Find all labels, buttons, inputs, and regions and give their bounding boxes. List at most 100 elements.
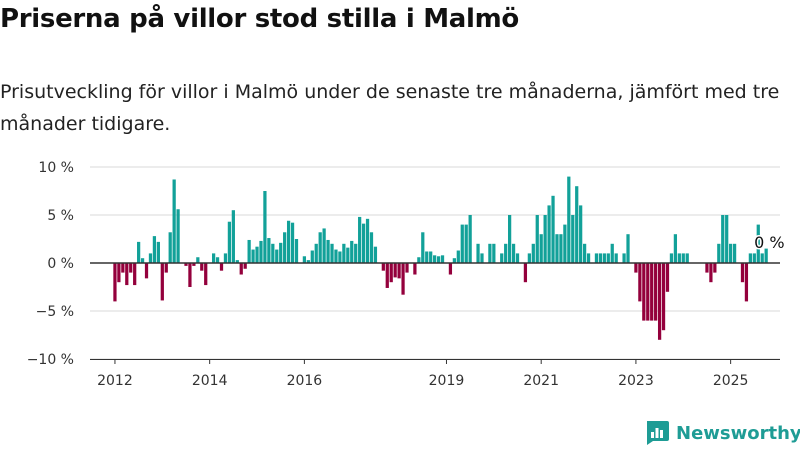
bar	[286, 220, 291, 263]
bar	[614, 253, 618, 263]
bar	[231, 210, 235, 263]
bar	[227, 221, 232, 263]
bar	[488, 243, 492, 263]
bar	[365, 218, 370, 263]
bar	[184, 263, 188, 266]
bar	[306, 260, 310, 263]
bar	[405, 263, 409, 273]
bar	[551, 195, 555, 263]
bar	[267, 238, 271, 263]
bar	[535, 215, 539, 263]
newsworthy-logo-text: Newsworthy	[676, 422, 800, 444]
bar	[251, 249, 255, 263]
bar	[397, 263, 401, 279]
bar	[594, 253, 599, 263]
bar	[318, 232, 322, 263]
bar	[480, 253, 484, 263]
bar	[622, 253, 626, 263]
bar	[681, 253, 685, 263]
bar	[140, 258, 145, 263]
bar	[500, 253, 504, 263]
bar	[527, 253, 531, 263]
bar	[133, 263, 137, 286]
bar	[283, 232, 287, 263]
y-tick-label: 10 %	[38, 160, 74, 176]
bar	[654, 263, 658, 321]
bar	[559, 234, 563, 263]
page-subtitle: Prisutveckling för villor i Malmö under …	[0, 81, 780, 135]
bar	[669, 253, 674, 263]
bar	[744, 263, 749, 302]
bar	[634, 263, 638, 273]
bar	[235, 260, 239, 263]
bar	[160, 263, 164, 301]
bar	[602, 253, 606, 263]
bar	[665, 263, 670, 292]
bar	[476, 243, 480, 263]
bar	[361, 223, 366, 263]
bar	[176, 209, 180, 263]
bar	[393, 263, 397, 278]
bar	[756, 224, 760, 263]
bar	[192, 263, 196, 266]
x-axis-labels: 2012 2014 2016 2019 2021 2023 2025	[97, 359, 748, 389]
last-value-annotation: 0 %	[753, 232, 786, 254]
bar	[504, 243, 508, 263]
bar	[219, 263, 224, 271]
x-tick-label: 2012	[97, 373, 133, 389]
bar	[330, 243, 334, 263]
bar	[448, 263, 453, 275]
bar	[385, 263, 389, 288]
bar	[531, 243, 535, 263]
chart-bars	[113, 176, 768, 340]
bar	[575, 186, 579, 263]
bar	[401, 263, 405, 295]
bar	[732, 243, 737, 263]
x-tick-label: 2019	[429, 373, 465, 389]
y-tick-label: −10 %	[27, 352, 74, 368]
bar	[646, 263, 650, 321]
bar	[334, 249, 338, 263]
bar	[302, 256, 307, 263]
bar	[152, 236, 157, 263]
page-title: Priserna på villor stod stilla i Malmö	[0, 4, 519, 34]
bar	[200, 263, 204, 271]
bar	[721, 215, 725, 263]
bar	[255, 246, 259, 263]
bar	[263, 191, 267, 263]
price-change-chart: 10 % 5 % 0 % −5 % −10 % 2012 2014 2016 2019 2021…	[27, 160, 786, 389]
bar	[638, 263, 642, 302]
bar	[322, 228, 326, 263]
bar	[673, 234, 678, 263]
x-tick-label: 2014	[192, 373, 228, 389]
bar	[137, 241, 141, 263]
bar	[456, 250, 460, 263]
bar	[275, 249, 279, 263]
bar	[713, 263, 717, 273]
bar	[239, 263, 243, 275]
bar	[417, 257, 421, 263]
bar	[740, 263, 745, 283]
bar	[271, 243, 275, 263]
newsworthy-logo-icon	[647, 421, 669, 445]
bar	[610, 243, 614, 263]
bar	[433, 255, 437, 263]
bar	[310, 250, 314, 263]
bar	[148, 253, 153, 263]
bar	[705, 263, 709, 273]
bar	[129, 263, 133, 273]
bar	[452, 258, 456, 263]
bar	[144, 263, 149, 279]
bar	[464, 224, 468, 263]
bar	[563, 224, 567, 263]
bar	[117, 263, 121, 283]
bar	[113, 263, 117, 302]
bar	[725, 215, 729, 263]
bar	[748, 253, 752, 263]
bar	[579, 205, 583, 263]
bar	[168, 232, 172, 263]
bar	[657, 263, 662, 340]
bar	[492, 243, 496, 263]
bar	[389, 263, 393, 283]
bar	[215, 257, 220, 263]
